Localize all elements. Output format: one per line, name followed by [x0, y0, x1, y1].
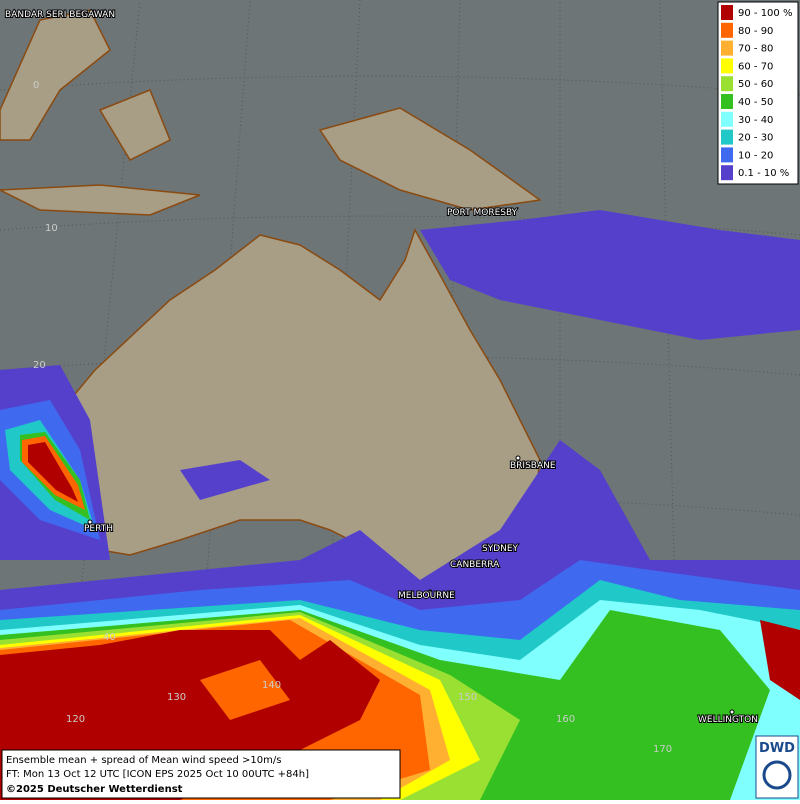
city-label: BRISBANE — [510, 461, 556, 471]
legend-swatch — [721, 58, 733, 74]
footer-box — [1, 749, 401, 799]
footer-line: Ensemble mean + spread of Mean wind spee… — [6, 755, 281, 766]
grid-label: 140 — [262, 680, 281, 691]
grid-label: 20 — [33, 360, 46, 371]
city-markers — [87, 209, 735, 715]
legend-label: 50 - 60 — [738, 79, 773, 90]
city-label: PERTH — [84, 524, 113, 534]
legend-swatch — [721, 5, 733, 20]
grid-label: 150 — [458, 692, 477, 703]
legend-label: 40 - 50 — [738, 97, 773, 108]
legend: 90 - 100 % 80 - 90 70 - 80 60 - 70 50 - 60 40… — [717, 1, 799, 185]
city-label: CANBERRA — [450, 560, 500, 570]
legend-label: 20 - 30 — [738, 133, 773, 144]
grid-label: 120 — [66, 714, 85, 725]
legend-label: 30 - 40 — [738, 115, 773, 126]
legend-label: 0.1 - 10 % — [738, 168, 789, 179]
legend-label: 80 - 90 — [738, 26, 773, 37]
grid-label: 0 — [33, 80, 39, 91]
legend-swatch — [721, 76, 733, 92]
logo: DWD — [759, 741, 795, 756]
grid-label: 170 — [653, 744, 672, 755]
legend-swatch — [721, 94, 733, 109]
city-label: BANDAR SERI BEGAWAN — [5, 10, 115, 20]
logo-icon — [762, 760, 792, 790]
grid-label: 40 — [103, 632, 116, 643]
grid-label: 160 — [556, 714, 575, 725]
legend-swatch — [721, 111, 733, 127]
city-label: SYDNEY — [482, 544, 519, 554]
legend-swatch — [721, 165, 733, 181]
legend-label: 70 - 80 — [738, 44, 773, 55]
footer-line: ©2025 Deutscher Wetterdienst — [6, 784, 183, 795]
city-label: PORT MORESBY — [447, 208, 518, 218]
footer-line: FT: Mon 13 Oct 12 UTC [ICON EPS 2025 Oct… — [6, 769, 309, 780]
grid-label: 130 — [167, 692, 186, 703]
city-label: MELBOURNE — [398, 591, 455, 601]
city-label: WELLINGTON — [698, 715, 758, 725]
legend-swatch — [721, 147, 733, 163]
grid-label: 10 — [45, 223, 58, 234]
legend-label: 60 - 70 — [738, 61, 773, 72]
legend-label: 90 - 100 % — [738, 8, 792, 19]
legend-swatch — [721, 129, 733, 145]
legend-swatch — [721, 40, 733, 56]
legend-label: 10 - 20 — [738, 150, 773, 161]
legend-swatch — [721, 22, 733, 38]
